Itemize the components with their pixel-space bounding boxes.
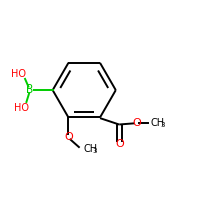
Text: O: O	[115, 139, 124, 149]
Text: 3: 3	[93, 148, 97, 154]
Text: 3: 3	[160, 122, 165, 128]
Text: HO: HO	[14, 103, 29, 113]
Text: O: O	[132, 118, 141, 128]
Text: CH: CH	[151, 118, 165, 128]
Text: O: O	[64, 132, 73, 142]
Text: CH: CH	[83, 144, 97, 154]
Text: HO: HO	[11, 69, 26, 79]
Text: B: B	[26, 83, 34, 96]
